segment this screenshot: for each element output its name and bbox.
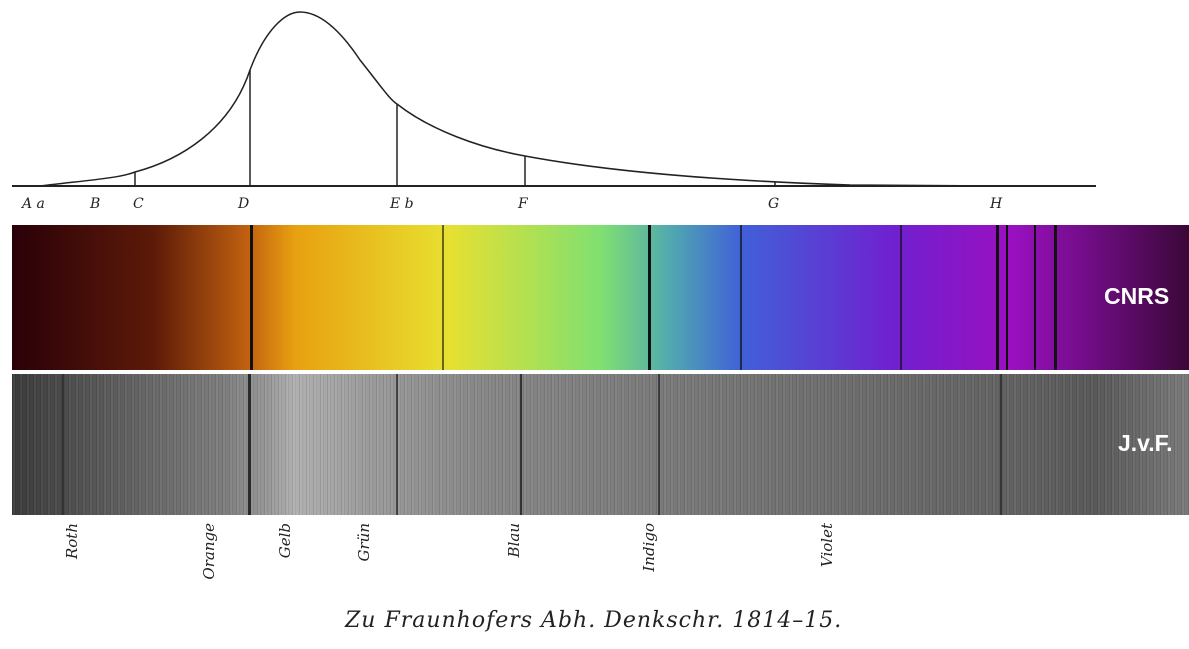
- color-word-roth: Roth: [63, 523, 81, 560]
- color-word-gruen: Grün: [355, 523, 373, 562]
- absorption-line: [1000, 374, 1002, 515]
- line-label-c: C: [133, 196, 144, 212]
- absorption-line: [658, 374, 660, 515]
- absorption-line: [900, 225, 902, 370]
- absorption-line: [250, 225, 253, 370]
- line-label-f: F: [518, 196, 528, 212]
- intensity-curve: [39, 11, 1001, 187]
- absorption-line: [1034, 225, 1036, 370]
- color-spectrum-band: CNRS: [12, 225, 1189, 370]
- color-word-violet: Violet: [818, 523, 836, 568]
- line-label-e: E b: [390, 196, 414, 212]
- color-word-blau: Blau: [505, 523, 523, 558]
- absorption-line: [442, 225, 444, 370]
- absorption-line: [1006, 225, 1008, 370]
- absorption-line: [62, 374, 64, 515]
- line-label-h: H: [990, 196, 1003, 212]
- color-word-indigo: Indigo: [640, 523, 658, 572]
- absorption-line: [996, 225, 999, 370]
- color-word-gelb: Gelb: [276, 523, 294, 559]
- absorption-line: [520, 374, 522, 515]
- grayscale-spectrum-band: J.v.F.: [12, 374, 1189, 515]
- color-word-orange: Orange: [200, 523, 218, 580]
- absorption-line: [396, 374, 398, 515]
- line-label-a: A a: [22, 196, 45, 212]
- line-label-g: G: [768, 196, 780, 212]
- absorption-line: [1054, 225, 1057, 370]
- gray-band-label: J.v.F.: [1118, 430, 1173, 456]
- line-label-b: B: [90, 196, 101, 212]
- intensity-curve-diagram: [12, 11, 1096, 187]
- line-label-d: D: [238, 196, 250, 212]
- absorption-line: [740, 225, 742, 370]
- absorption-line: [248, 374, 251, 515]
- caption: Zu Fraunhofers Abh. Denkschr. 1814–15.: [345, 608, 843, 633]
- absorption-line: [648, 225, 651, 370]
- color-band-label: CNRS: [1104, 283, 1170, 309]
